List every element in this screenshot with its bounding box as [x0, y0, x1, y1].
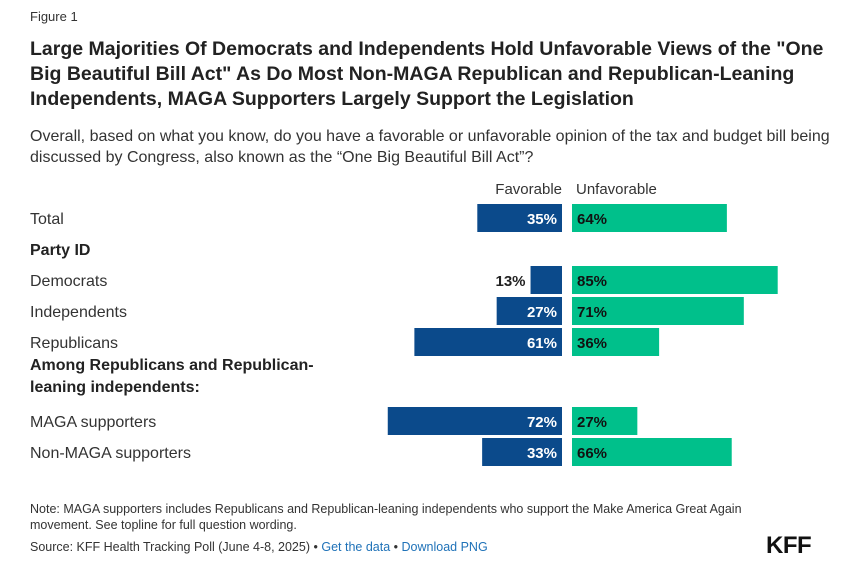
legend-favorable: Favorable [495, 181, 562, 198]
favorable-value-label: 72% [527, 414, 557, 431]
unfavorable-bar [572, 438, 732, 466]
favorable-value-label: 27% [527, 304, 557, 321]
favorable-value-label: 13% [496, 273, 526, 290]
legend-unfavorable: Unfavorable [576, 181, 657, 198]
download-png-link[interactable]: Download PNG [401, 540, 488, 554]
unfavorable-value-label: 36% [577, 335, 607, 352]
favorable-bar [496, 297, 562, 325]
source-separator: • [393, 540, 399, 554]
group-label: leaning independents: [30, 379, 200, 396]
source-text: Source: KFF Health Tracking Poll (June 4… [30, 540, 310, 554]
unfavorable-value-label: 71% [577, 304, 607, 321]
source-line: Source: KFF Health Tracking Poll (June 4… [30, 540, 488, 554]
favorable-value-label: 35% [527, 211, 557, 228]
unfavorable-value-label: 64% [577, 211, 607, 228]
unfavorable-bar [572, 204, 727, 232]
unfavorable-value-label: 27% [577, 414, 607, 431]
chart-title: Large Majorities Of Democrats and Indepe… [30, 38, 824, 110]
unfavorable-bar [572, 297, 744, 325]
group-label: Party ID [30, 242, 90, 259]
favorable-bar [482, 438, 562, 466]
chart-note: Note: MAGA supporters includes Republica… [30, 502, 742, 532]
row-label: Independents [30, 304, 127, 321]
unfavorable-bar [572, 266, 778, 294]
favorable-bar [414, 328, 562, 356]
row-label: Republicans [30, 335, 118, 352]
source-separator: • [313, 540, 318, 554]
unfavorable-value-label: 85% [577, 273, 607, 290]
diverging-bar-chart: Favorable Unfavorable Total 35% 64% Party ID D… [30, 181, 778, 466]
unfavorable-bar [572, 407, 638, 435]
row-label: Total [30, 211, 64, 228]
row-label: Democrats [30, 273, 107, 290]
figure-label: Figure 1 [30, 9, 78, 24]
favorable-value-label: 33% [527, 445, 557, 462]
favorable-bar [477, 204, 562, 232]
chart-subtitle: Overall, based on what you know, do you … [30, 128, 830, 166]
unfavorable-value-label: 66% [577, 445, 607, 462]
unfavorable-bar [572, 328, 660, 356]
kff-logo: KFF [766, 532, 812, 559]
group-label: Among Republicans and Republican- [30, 357, 314, 374]
row-label: Non-MAGA supporters [30, 445, 191, 462]
favorable-bar [530, 266, 562, 294]
favorable-value-label: 61% [527, 335, 557, 352]
favorable-bar [387, 407, 562, 435]
row-label: MAGA supporters [30, 414, 156, 431]
get-the-data-link[interactable]: Get the data [321, 540, 391, 554]
